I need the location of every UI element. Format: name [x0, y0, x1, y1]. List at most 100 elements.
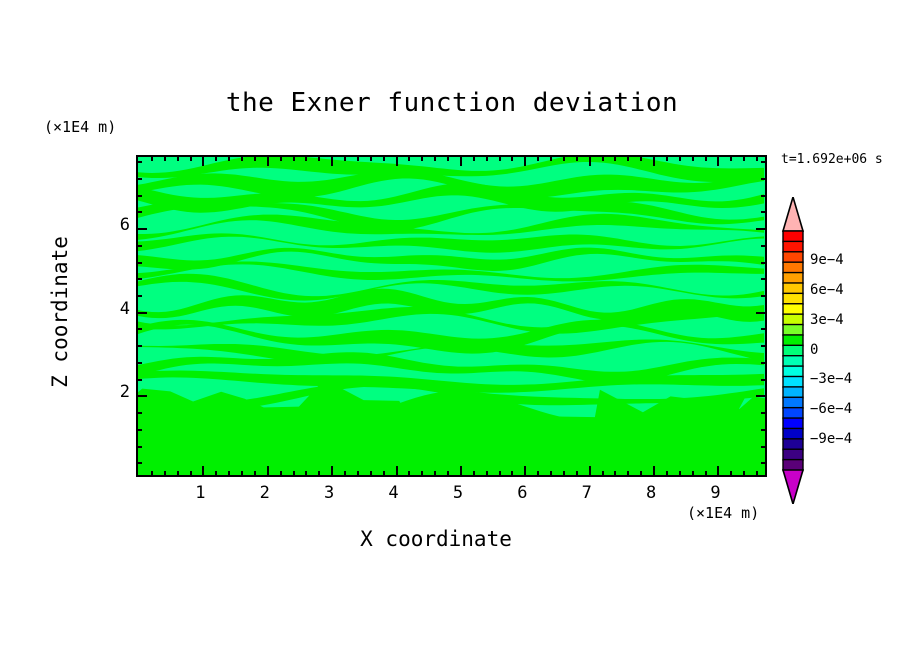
x-tick-top	[318, 157, 321, 161]
y-tick-right	[756, 395, 765, 398]
colorbar-band	[782, 396, 804, 409]
x-tick-top	[447, 157, 450, 161]
y-tick-right	[761, 412, 765, 415]
x-tick	[382, 471, 385, 475]
y-tick-label: 4	[119, 298, 130, 319]
colorbar-band	[782, 303, 804, 316]
x-tick-top	[485, 157, 488, 161]
x-tick-label: 9	[710, 483, 721, 503]
x-tick	[562, 471, 565, 475]
x-tick-top	[241, 157, 244, 161]
x-tick	[485, 471, 488, 475]
x-tick	[202, 466, 205, 475]
page-title: the Exner function deviation	[225, 88, 679, 118]
x-tick-top	[614, 157, 617, 161]
x-tick-label: 4	[388, 483, 399, 503]
x-tick-top	[356, 157, 359, 161]
x-tick	[730, 471, 733, 475]
x-tick	[447, 471, 450, 475]
x-tick	[266, 466, 269, 475]
colorbar-band	[782, 438, 804, 451]
x-tick-top	[601, 157, 604, 161]
x-tick-top	[382, 157, 385, 161]
y-tick	[138, 428, 142, 431]
x-tick	[601, 471, 604, 475]
x-tick-top	[524, 157, 527, 166]
x-tick	[150, 471, 153, 475]
y-tick-right	[761, 378, 765, 381]
x-tick-top	[189, 157, 192, 161]
y-tick	[138, 395, 147, 398]
colorbar-band	[782, 313, 804, 326]
x-tick	[344, 471, 347, 475]
x-tick	[691, 471, 694, 475]
x-tick-top	[472, 157, 475, 161]
y-tick	[138, 412, 142, 415]
x-tick	[550, 471, 553, 475]
colorbar-band	[782, 458, 804, 472]
y-tick-right	[756, 311, 765, 314]
colorbar-band	[782, 251, 804, 264]
colorbar-swatches	[781, 197, 805, 504]
x-tick	[704, 471, 707, 475]
contour-band	[138, 247, 765, 271]
y-tick-right	[761, 428, 765, 431]
contour-band	[138, 319, 765, 354]
colorbar-band	[782, 292, 804, 305]
colorbar-tick-label: 9e−4	[810, 251, 844, 268]
x-tick	[421, 471, 424, 475]
y-tick-right	[761, 244, 765, 247]
colorbar-band	[782, 323, 804, 337]
colorbar-band	[782, 375, 804, 389]
y-tick	[138, 211, 142, 214]
x-tick-top	[756, 157, 759, 161]
x-tick	[305, 471, 308, 475]
x-tick	[575, 471, 578, 475]
x-tick-top	[279, 157, 282, 161]
x-tick-label: 8	[645, 483, 657, 503]
contour-band	[138, 213, 765, 240]
contour-band	[138, 261, 765, 282]
x-tick-top	[691, 157, 694, 161]
x-tick	[537, 471, 540, 475]
colorbar-tick-label: 0	[810, 341, 819, 358]
colorbar-band	[782, 271, 804, 285]
x-tick-label: 7	[581, 483, 592, 503]
colorbar-cap-top	[781, 197, 805, 232]
contour-band	[138, 157, 765, 182]
x-tick	[279, 471, 282, 475]
contour-band	[138, 183, 765, 213]
x-tick-top	[266, 157, 269, 166]
x-tick-top	[459, 157, 462, 166]
colorbar-band	[782, 240, 804, 253]
x-tick	[472, 471, 475, 475]
x-axis-unit-label: (×1E4 m)	[687, 504, 760, 522]
x-tick-top	[150, 157, 153, 161]
x-tick-top	[202, 157, 205, 166]
y-tick-right	[756, 228, 765, 231]
y-tick	[138, 462, 142, 465]
y-tick-right	[761, 194, 765, 197]
x-tick-label: 5	[452, 483, 464, 503]
x-tick-top	[511, 157, 514, 161]
colorbar-band	[782, 230, 804, 243]
x-tick	[189, 471, 192, 475]
x-tick	[653, 466, 656, 475]
colorbar-tick-label: 6e−4	[810, 281, 844, 298]
x-tick-top	[163, 157, 166, 161]
y-axis-title: Z coordinate	[48, 236, 72, 388]
contour-band	[138, 201, 765, 231]
colorbar-band	[782, 261, 804, 274]
y-tick	[138, 244, 142, 247]
x-tick-top	[562, 157, 565, 161]
y-tick	[138, 278, 142, 281]
x-tick-top	[305, 157, 308, 161]
y-tick-right	[761, 177, 765, 180]
x-tick-top	[537, 157, 540, 161]
x-tick-label: 2	[259, 483, 270, 503]
x-tick	[163, 471, 166, 475]
x-tick	[743, 471, 746, 475]
x-tick	[524, 466, 527, 475]
x-tick	[511, 471, 514, 475]
x-tick	[253, 471, 256, 475]
